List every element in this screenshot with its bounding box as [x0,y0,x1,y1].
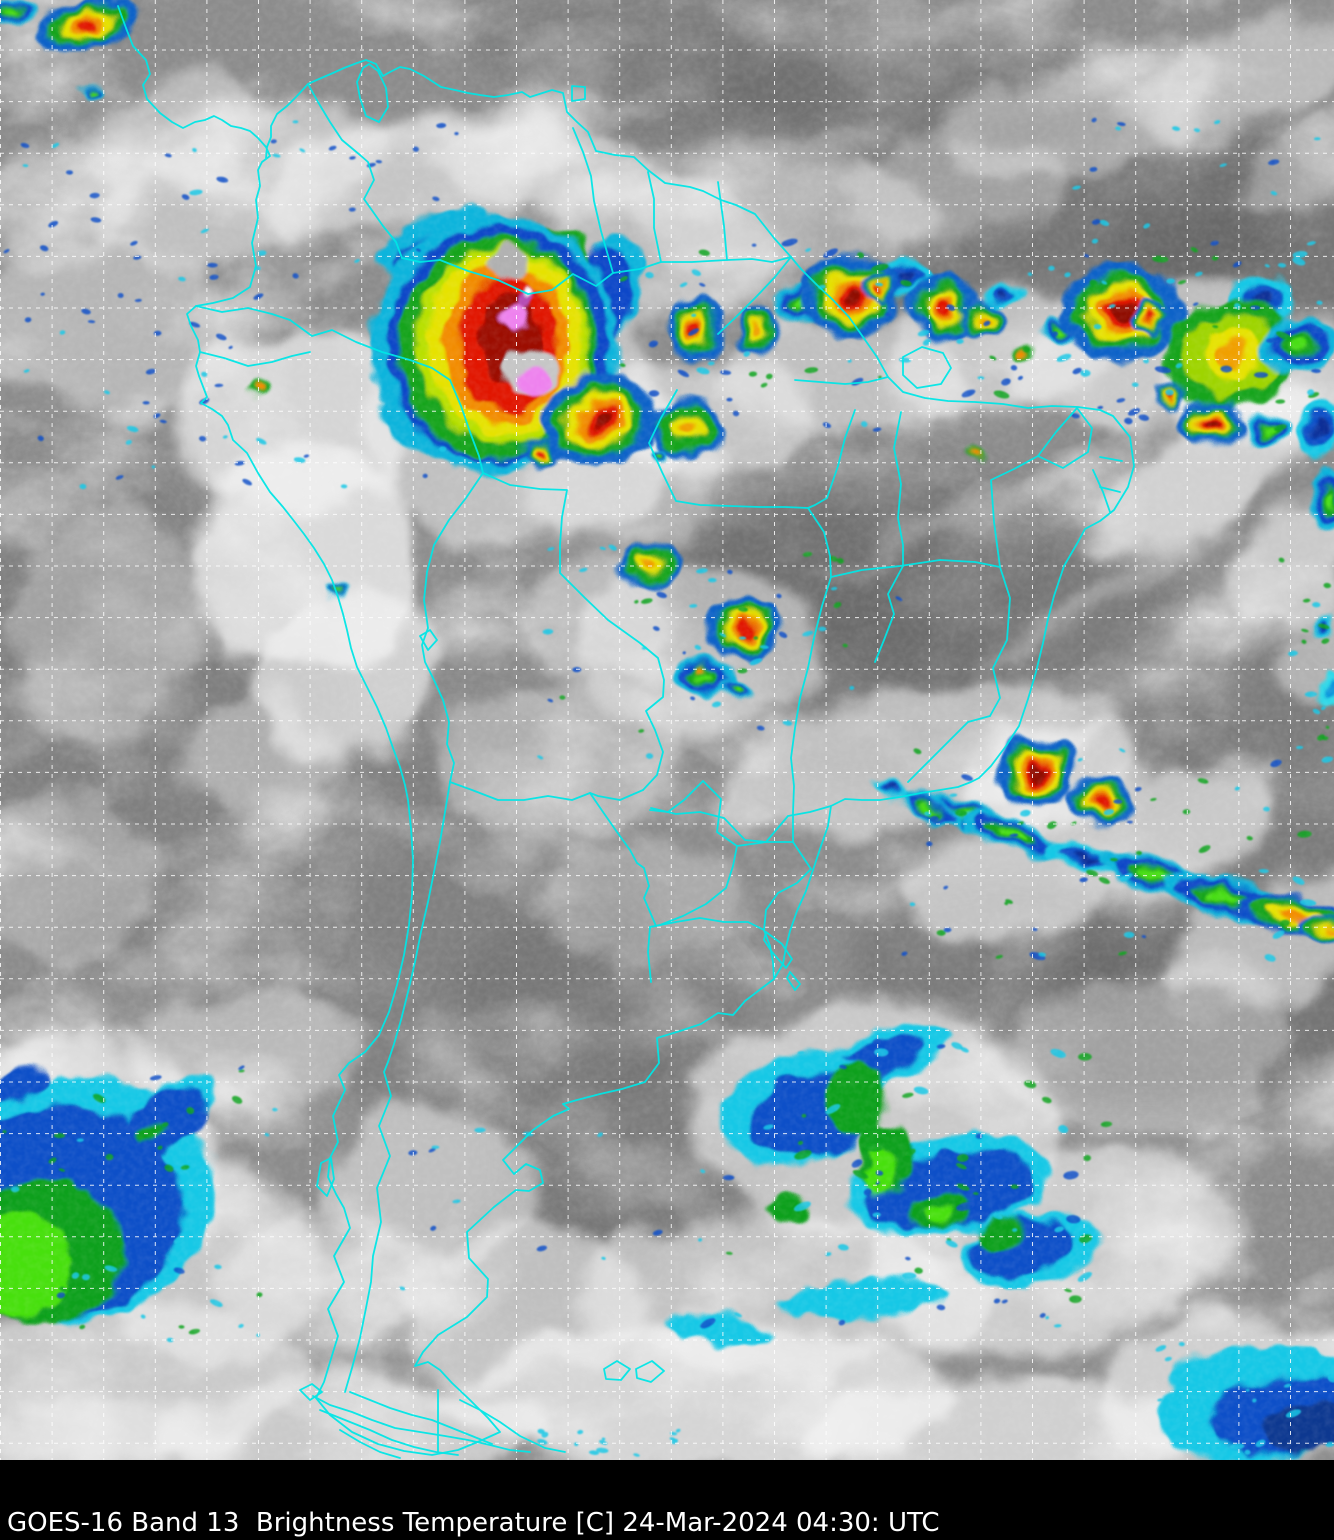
border-tdf-a [312,1395,531,1453]
border-per-bol [421,472,484,701]
border-par-west [589,792,638,864]
map-canvas [0,0,1334,1460]
border-tdf-e [459,1399,566,1453]
border-bol-bra [482,472,665,791]
border-tdf-b [319,1409,459,1456]
border-falkland-e [635,1360,665,1383]
border-bra-state-pb [1099,486,1121,493]
border-chiloe [316,1157,335,1197]
border-guy-sur [647,171,662,263]
caption-bar: GOES-16 Band 13 Brightness Temperature [… [0,1460,1334,1540]
border-par-arg-uru [636,862,657,983]
border-chi-arg [344,781,451,1393]
border-bol-par [589,789,644,801]
border-sur-bra [612,256,792,274]
border-bra-state-south [650,807,767,843]
border-bra-state-amazonas [648,389,809,509]
caption-text: GOES-16 Band 13 Brightness Temperature [… [7,1508,940,1538]
border-misiones [736,841,812,931]
border-col-ecu [195,305,291,321]
border-uru-north [649,917,775,980]
border-col-ven [307,83,441,263]
border-marajo [902,346,952,389]
border-bra-state-ceara-loop [1037,407,1093,469]
border-bra-state-maranhao [874,411,904,663]
border-col-per [289,319,451,381]
satellite-map-svg [0,0,1334,1460]
border-per-bra [449,379,484,474]
border-coast-main [117,5,1135,1456]
border-ecu-per [199,351,311,367]
border-amazon-river [794,376,889,385]
border-tdf-c [349,1391,493,1445]
border-bol-arg [449,781,591,801]
border-bra-state-ceara [990,407,1078,568]
border-chi-bol [442,699,455,783]
border-trinidad [571,85,586,102]
border-tdf-isle [299,1383,323,1401]
border-bra-state-rn [1099,456,1123,462]
border-ven-guy [572,127,614,274]
border-titicaca [419,629,438,651]
border-bra-state-mg [907,715,991,783]
border-ven-bra [439,259,614,295]
border-amapa-line [717,256,792,335]
border-bra-state-pe [1092,469,1111,513]
border-lake-maracaibo [356,63,389,123]
border-bra-state-sp [765,805,832,843]
border-tdf-f [339,1429,401,1459]
border-lagoa-mirim [786,971,801,991]
border-sur-fg [717,181,728,261]
border-bra-state-araguaia [790,507,832,843]
border-falkland-w [603,1360,631,1381]
border-lagoa-patos [763,931,793,969]
border-bra-state-para [807,409,856,509]
